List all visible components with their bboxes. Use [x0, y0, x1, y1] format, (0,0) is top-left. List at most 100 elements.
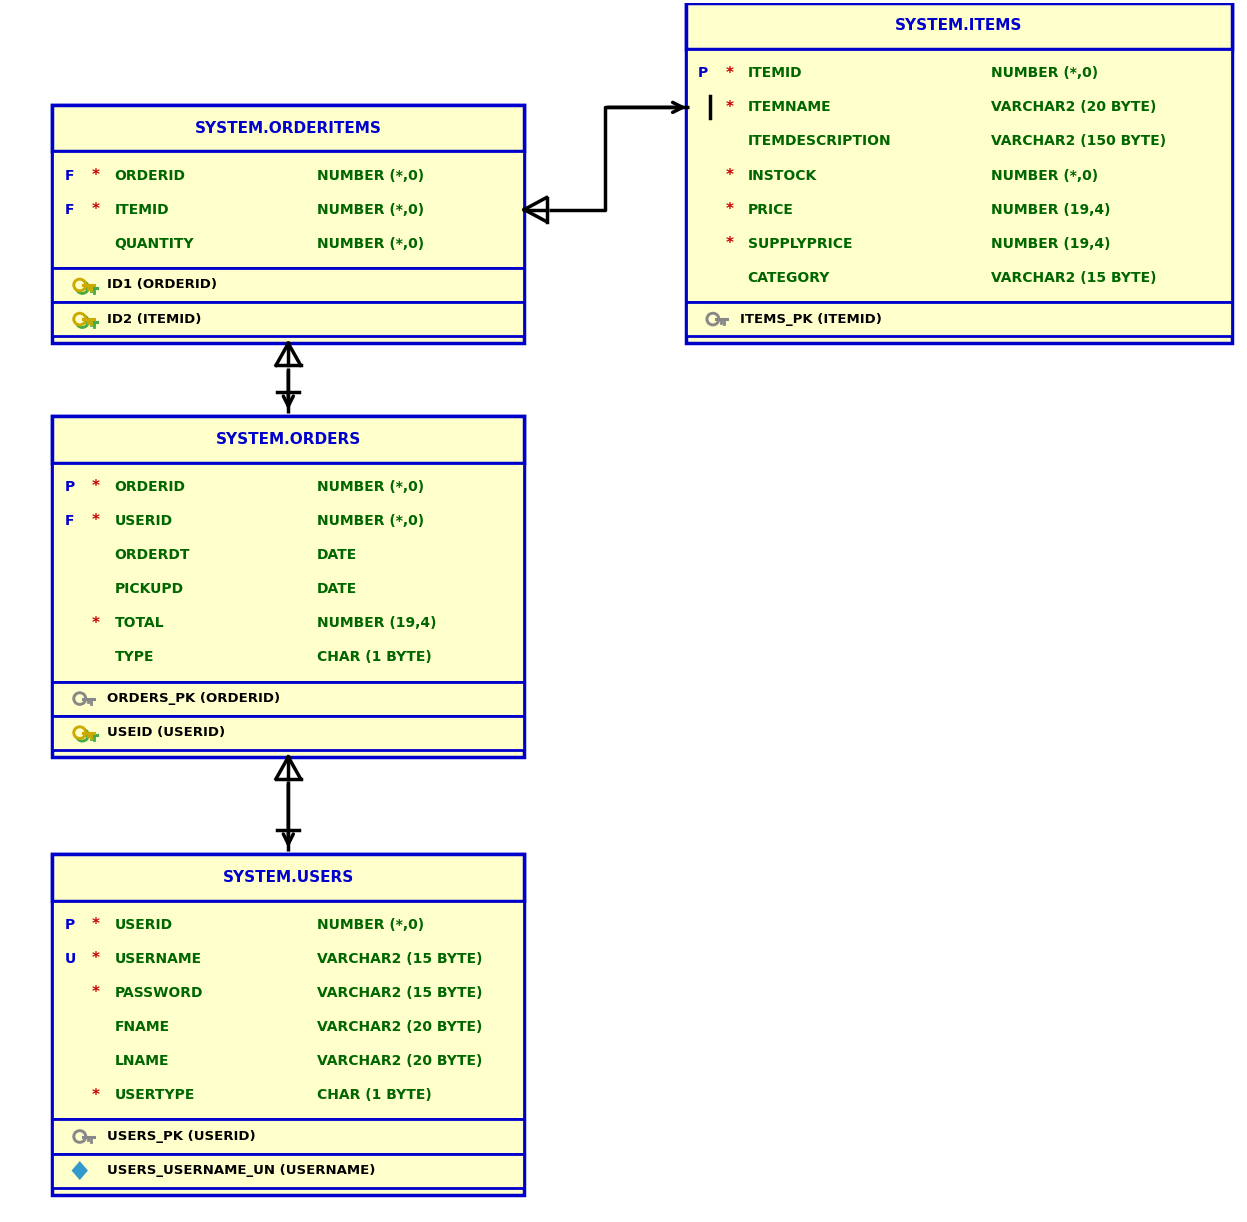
- Text: *: *: [92, 985, 100, 1001]
- Text: NUMBER (*,0): NUMBER (*,0): [317, 514, 424, 528]
- FancyBboxPatch shape: [52, 716, 524, 749]
- Text: ID2 (ITEMID): ID2 (ITEMID): [107, 313, 202, 325]
- Text: SUPPLYPRICE: SUPPLYPRICE: [748, 237, 852, 251]
- Circle shape: [77, 318, 87, 326]
- Text: CATEGORY: CATEGORY: [748, 271, 831, 285]
- Text: ORDERDT: ORDERDT: [115, 547, 190, 562]
- Text: SYSTEM.ORDERS: SYSTEM.ORDERS: [216, 433, 360, 447]
- Text: VARCHAR2 (15 BYTE): VARCHAR2 (15 BYTE): [317, 986, 483, 1000]
- Circle shape: [75, 694, 85, 703]
- Circle shape: [708, 315, 717, 324]
- Text: DATE: DATE: [317, 547, 357, 562]
- Text: *: *: [92, 513, 100, 528]
- Text: ITEMID: ITEMID: [748, 66, 802, 81]
- Text: TOTAL: TOTAL: [115, 616, 165, 631]
- Text: *: *: [726, 167, 733, 183]
- Text: *: *: [92, 202, 100, 218]
- Text: VARCHAR2 (150 BYTE): VARCHAR2 (150 BYTE): [991, 134, 1167, 148]
- Text: U: U: [65, 952, 76, 965]
- Text: *: *: [726, 202, 733, 218]
- Text: NUMBER (19,4): NUMBER (19,4): [991, 237, 1111, 251]
- Circle shape: [75, 728, 90, 743]
- Text: QUANTITY: QUANTITY: [115, 237, 195, 251]
- Circle shape: [72, 277, 87, 292]
- Circle shape: [706, 312, 721, 326]
- Text: NUMBER (*,0): NUMBER (*,0): [317, 169, 424, 182]
- FancyBboxPatch shape: [52, 463, 524, 682]
- Circle shape: [77, 284, 87, 292]
- Text: F: F: [65, 203, 75, 216]
- Text: PASSWORD: PASSWORD: [115, 986, 203, 1000]
- FancyBboxPatch shape: [52, 682, 524, 716]
- Text: *: *: [92, 479, 100, 495]
- Circle shape: [72, 726, 87, 741]
- Text: *: *: [726, 66, 733, 81]
- FancyBboxPatch shape: [52, 1154, 524, 1188]
- Circle shape: [75, 315, 85, 324]
- Text: NUMBER (*,0): NUMBER (*,0): [317, 237, 424, 251]
- FancyBboxPatch shape: [52, 854, 524, 1195]
- Text: LNAME: LNAME: [115, 1055, 170, 1068]
- FancyBboxPatch shape: [52, 105, 524, 343]
- Text: ORDERID: ORDERID: [115, 169, 186, 182]
- Circle shape: [77, 731, 87, 739]
- FancyBboxPatch shape: [52, 152, 524, 268]
- Text: ITEMNAME: ITEMNAME: [748, 100, 832, 115]
- Circle shape: [75, 1132, 85, 1141]
- Text: USERS_PK (USERID): USERS_PK (USERID): [107, 1130, 256, 1143]
- FancyBboxPatch shape: [52, 105, 524, 152]
- FancyBboxPatch shape: [52, 854, 524, 901]
- Text: NUMBER (*,0): NUMBER (*,0): [317, 918, 424, 932]
- Text: P: P: [65, 480, 75, 494]
- Text: F: F: [65, 169, 75, 182]
- Text: *: *: [92, 167, 100, 183]
- Circle shape: [75, 728, 85, 737]
- Text: SYSTEM.ORDERITEMS: SYSTEM.ORDERITEMS: [195, 121, 382, 136]
- Text: ORDERID: ORDERID: [115, 480, 186, 494]
- Text: ID1 (ORDERID): ID1 (ORDERID): [107, 279, 217, 292]
- Text: NUMBER (*,0): NUMBER (*,0): [991, 66, 1099, 81]
- FancyBboxPatch shape: [52, 417, 524, 756]
- Text: USEID (USERID): USEID (USERID): [107, 726, 226, 739]
- Polygon shape: [71, 1161, 89, 1180]
- Text: CHAR (1 BYTE): CHAR (1 BYTE): [317, 1088, 431, 1102]
- Text: USERID: USERID: [115, 918, 172, 932]
- FancyBboxPatch shape: [686, 2, 1232, 343]
- Circle shape: [75, 281, 85, 290]
- Text: CHAR (1 BYTE): CHAR (1 BYTE): [317, 650, 431, 665]
- Text: ORDERS_PK (ORDERID): ORDERS_PK (ORDERID): [107, 692, 281, 705]
- FancyBboxPatch shape: [686, 2, 1232, 49]
- Text: F: F: [65, 514, 75, 528]
- Text: ITEMDESCRIPTION: ITEMDESCRIPTION: [748, 134, 892, 148]
- Text: VARCHAR2 (15 BYTE): VARCHAR2 (15 BYTE): [317, 952, 483, 965]
- FancyBboxPatch shape: [686, 49, 1232, 302]
- Text: ITEMS_PK (ITEMID): ITEMS_PK (ITEMID): [741, 313, 882, 325]
- Text: *: *: [92, 952, 100, 967]
- Text: TYPE: TYPE: [115, 650, 155, 665]
- Circle shape: [72, 1129, 87, 1144]
- Text: USERS_USERNAME_UN (USERNAME): USERS_USERNAME_UN (USERNAME): [107, 1165, 375, 1177]
- Text: NUMBER (19,4): NUMBER (19,4): [991, 203, 1111, 216]
- Text: VARCHAR2 (20 BYTE): VARCHAR2 (20 BYTE): [317, 1020, 483, 1034]
- FancyBboxPatch shape: [52, 1119, 524, 1154]
- Text: NUMBER (*,0): NUMBER (*,0): [317, 480, 424, 494]
- Text: SYSTEM.ITEMS: SYSTEM.ITEMS: [895, 18, 1023, 33]
- Text: PRICE: PRICE: [748, 203, 793, 216]
- FancyBboxPatch shape: [52, 268, 524, 302]
- Text: P: P: [65, 918, 75, 932]
- Text: USERID: USERID: [115, 514, 172, 528]
- Text: INSTOCK: INSTOCK: [748, 169, 817, 182]
- Text: VARCHAR2 (20 BYTE): VARCHAR2 (20 BYTE): [317, 1055, 483, 1068]
- Text: *: *: [92, 918, 100, 932]
- FancyBboxPatch shape: [686, 302, 1232, 336]
- Text: *: *: [726, 100, 733, 115]
- Circle shape: [75, 314, 90, 329]
- Text: SYSTEM.USERS: SYSTEM.USERS: [223, 870, 354, 885]
- Text: P: P: [698, 66, 708, 81]
- Text: USERTYPE: USERTYPE: [115, 1088, 195, 1102]
- Text: USERNAME: USERNAME: [115, 952, 202, 965]
- Text: NUMBER (19,4): NUMBER (19,4): [317, 616, 436, 631]
- Text: NUMBER (*,0): NUMBER (*,0): [317, 203, 424, 216]
- Text: *: *: [92, 1088, 100, 1102]
- Text: VARCHAR2 (20 BYTE): VARCHAR2 (20 BYTE): [991, 100, 1157, 115]
